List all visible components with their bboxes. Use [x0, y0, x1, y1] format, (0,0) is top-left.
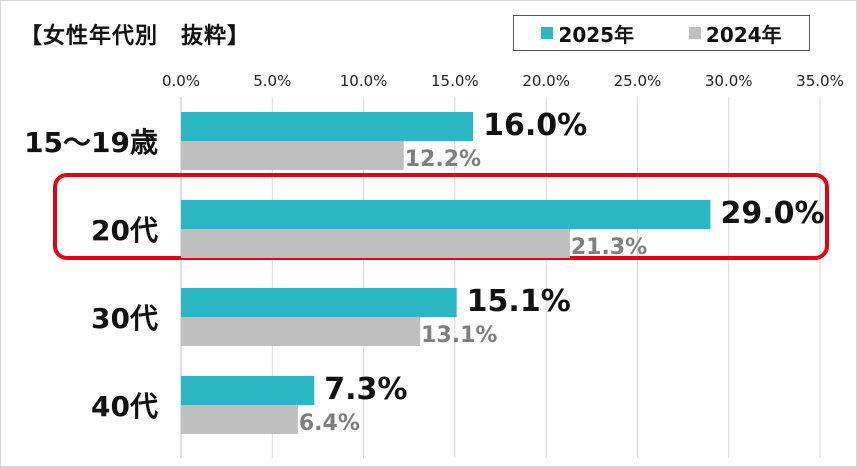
x-tick-label: 35.0% — [796, 72, 844, 90]
bar-2024 — [181, 317, 421, 346]
data-label-2025: 7.3% — [324, 372, 407, 407]
data-label-2025: 15.1% — [467, 284, 571, 319]
category-label: 20代 — [91, 214, 158, 247]
bar-2025 — [181, 200, 711, 229]
legend-item-2024: 2024年 — [688, 19, 782, 48]
data-label-2025: 16.0% — [483, 108, 587, 143]
x-tick-label: 30.0% — [705, 72, 753, 90]
x-tick-label: 15.0% — [431, 72, 479, 90]
x-tick-label: 10.0% — [340, 72, 388, 90]
x-tick-label: 5.0% — [253, 72, 291, 90]
data-label-2024: 6.4% — [299, 411, 360, 436]
legend-label-2025: 2025年 — [558, 22, 635, 47]
category-label: 15～19歳 — [24, 126, 158, 159]
x-tick-label: 20.0% — [522, 72, 570, 90]
legend-label-2024: 2024年 — [705, 22, 782, 47]
bar-2024 — [181, 229, 570, 258]
data-label-2025: 29.0% — [720, 196, 824, 231]
category-label: 30代 — [91, 302, 158, 335]
data-label-2024: 12.2% — [405, 147, 481, 172]
legend-swatch-2025 — [541, 27, 554, 39]
bar-2025 — [181, 376, 315, 405]
data-label-2024: 13.1% — [421, 323, 497, 348]
legend-item-2025: 2025年 — [541, 19, 634, 48]
bar-2024 — [181, 405, 298, 434]
data-label-2024: 21.3% — [571, 235, 647, 260]
bar-2025 — [181, 288, 457, 317]
x-tick-label: 25.0% — [614, 72, 662, 90]
bar-2024 — [181, 141, 404, 170]
x-tick-label: 0.0% — [162, 72, 200, 90]
legend: 2025年 2024年 — [513, 15, 810, 51]
legend-swatch-2024 — [688, 27, 701, 39]
bar-2025 — [181, 112, 474, 141]
chart-title: 【女性年代別 抜粋】 — [20, 24, 251, 49]
category-label: 40代 — [91, 390, 158, 423]
